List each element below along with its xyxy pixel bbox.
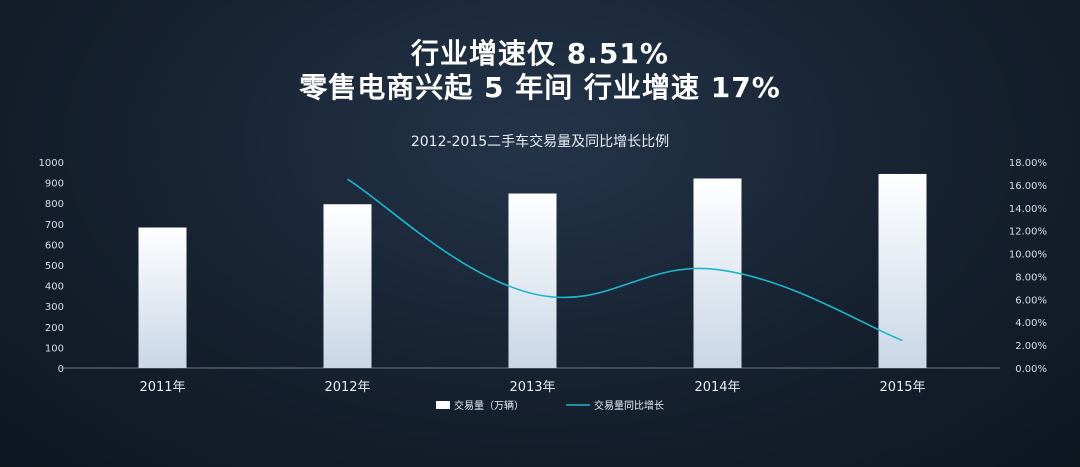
y-left-tick-label: 900 [45,179,64,190]
y-left-tick-label: 500 [45,261,64,272]
headline-line-2: 零售电商兴起 5 年间 行业增速 17% [299,71,781,104]
y-left-tick-label: 800 [45,199,64,210]
bar [508,193,557,368]
x-tick-label: 2014年 [694,380,740,395]
legend-bar-label: 交易量（万辆） [454,399,524,412]
legend-line-label: 交易量同比增长 [594,399,664,412]
x-tick-label: 2012年 [324,380,370,395]
y-left-tick-label: 200 [45,323,64,334]
headline-line-1: 行业增速仅 8.51% [411,37,669,70]
y-left-tick-label: 0 [58,364,64,375]
y-left-tick-label: 1000 [39,158,64,169]
y-right-tick-label: 6.00% [1015,295,1047,306]
y-left-tick-label: 100 [45,343,64,354]
y-right-tick-label: 16.00% [1009,181,1047,192]
growth-line [347,178,903,342]
y-right-tick-label: 8.00% [1015,272,1047,283]
bar [138,227,187,368]
y-left-tick-label: 600 [45,240,64,251]
y-right-tick-label: 0.00% [1015,364,1047,375]
legend-bar-swatch [436,401,450,409]
bar [323,204,372,368]
y-right-tick-label: 10.00% [1009,250,1047,261]
bar [693,178,742,368]
x-tick-label: 2013年 [509,380,555,395]
y-right-tick-label: 14.00% [1009,204,1047,215]
y-left-tick-label: 400 [45,282,64,293]
x-tick-label: 2015年 [879,380,925,395]
y-left-tick-label: 700 [45,220,64,231]
y-right-tick-label: 4.00% [1015,318,1047,329]
y-right-tick-label: 12.00% [1009,227,1047,238]
x-tick-label: 2011年 [139,380,185,395]
y-left-tick-label: 300 [45,302,64,313]
y-right-tick-label: 2.00% [1015,341,1047,352]
y-right-tick-label: 18.00% [1009,158,1047,169]
chart-title: 2012-2015二手车交易量及同比增长比例 [410,134,670,150]
bar [878,173,927,368]
